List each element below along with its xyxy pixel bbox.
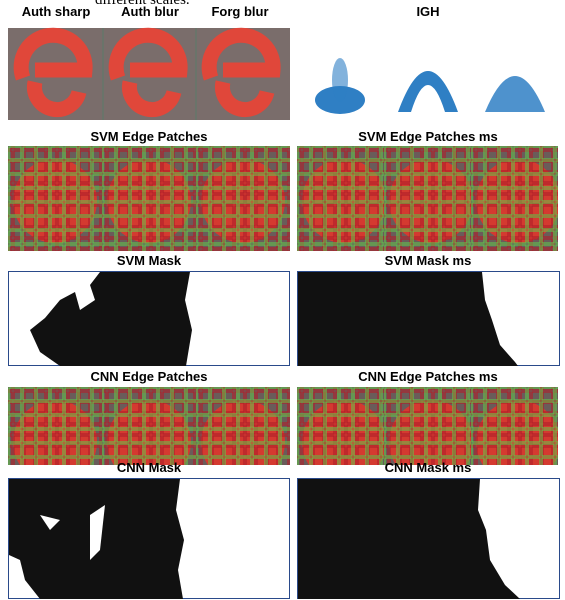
figure: different scales. Auth sharp Auth blur F… <box>0 0 565 600</box>
page: {"caption_fragment": "different scales."… <box>0 0 565 600</box>
panel-label: SVM Mask <box>117 253 182 268</box>
panel-label: Auth sharp <box>22 4 91 19</box>
svm-mask <box>9 272 290 367</box>
panel-label: CNN Edge Patches <box>90 369 207 384</box>
panel-label: Forg blur <box>211 4 268 19</box>
cnn-mask <box>9 479 290 600</box>
cnn-mask-ms <box>298 479 560 600</box>
panel-label: CNN Edge Patches ms <box>358 369 497 384</box>
panel-label: SVM Edge Patches ms <box>358 129 497 144</box>
panel-label: Auth blur <box>121 4 179 19</box>
svm-edge-patches-ms <box>297 146 565 251</box>
input-images <box>8 28 290 120</box>
panel-label: CNN Mask <box>117 460 182 475</box>
panel-label: SVM Mask ms <box>385 253 472 268</box>
svm-edge-patches <box>8 146 290 251</box>
panel-label: SVM Edge Patches <box>90 129 207 144</box>
panel-label: CNN Mask ms <box>385 460 472 475</box>
panel-label: IGH <box>416 4 439 19</box>
igh-plots <box>297 28 560 120</box>
svm-mask-ms <box>298 272 560 367</box>
